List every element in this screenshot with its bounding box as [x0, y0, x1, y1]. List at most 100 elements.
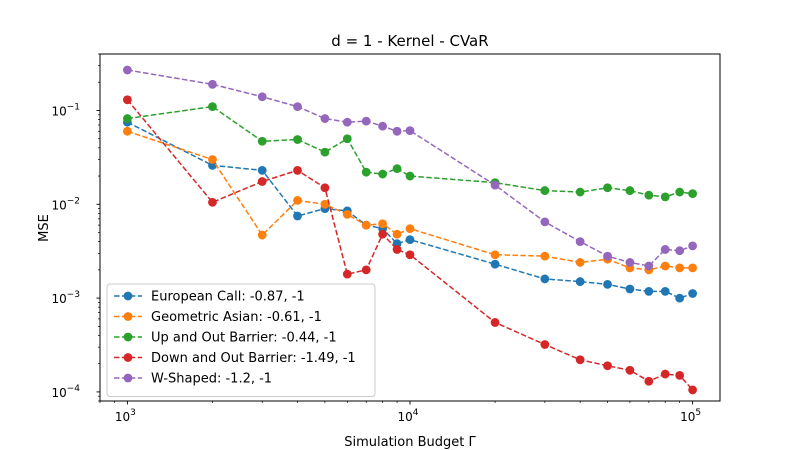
data-point	[490, 318, 500, 327]
legend-label: Geometric Asian: -0.61, -1	[151, 310, 322, 325]
y-tick-label: 10−3	[51, 290, 80, 306]
data-point	[660, 245, 670, 254]
data-point	[257, 165, 267, 175]
plot-area	[122, 65, 698, 395]
y-tick-label: 10−2	[51, 196, 80, 212]
data-point	[644, 261, 654, 271]
legend-entry: Down and Out Barrier: -1.49, -1	[114, 351, 356, 366]
data-point	[625, 186, 635, 195]
x-axis-label: Simulation Budget Γ	[344, 435, 476, 450]
data-point	[490, 250, 500, 260]
data-point	[320, 147, 330, 157]
axis-ticks: 103 104 105 10−4 10−3 10−2 10−1	[51, 53, 701, 424]
data-point	[320, 199, 330, 209]
data-point	[378, 229, 388, 239]
data-point	[688, 289, 698, 298]
series-5	[122, 65, 698, 271]
data-point	[540, 274, 550, 284]
data-point	[392, 126, 402, 136]
data-point	[342, 134, 352, 144]
legend-label: W-Shaped: -1.2, -1	[151, 372, 272, 387]
data-point	[540, 186, 550, 195]
legend-marker	[123, 332, 133, 342]
data-point	[293, 135, 302, 144]
data-point	[405, 224, 415, 234]
data-point	[660, 261, 670, 271]
data-point	[603, 183, 612, 193]
legend-marker	[123, 291, 133, 301]
legend-label: Down and Out Barrier: -1.49, -1	[151, 351, 356, 366]
data-point	[540, 251, 550, 261]
data-point	[675, 293, 685, 303]
data-point	[122, 126, 132, 136]
x-tick-label: 105	[680, 408, 701, 424]
data-point	[644, 376, 654, 386]
data-point	[603, 251, 612, 261]
data-point	[688, 189, 698, 199]
data-point	[575, 258, 585, 267]
data-point	[361, 167, 371, 177]
data-point	[257, 177, 267, 186]
data-point	[644, 190, 654, 200]
legend-marker	[123, 373, 133, 383]
data-point	[688, 385, 698, 395]
data-point	[208, 197, 217, 207]
data-point	[575, 355, 585, 365]
data-point	[320, 114, 330, 123]
data-point	[540, 340, 550, 349]
data-point	[208, 102, 217, 111]
data-point	[257, 136, 267, 146]
data-point	[660, 286, 670, 296]
legend-entry: Geometric Asian: -0.61, -1	[114, 310, 322, 325]
data-point	[293, 102, 302, 111]
data-point	[392, 245, 402, 254]
data-point	[257, 230, 267, 240]
data-point	[625, 284, 635, 294]
data-point	[675, 246, 685, 256]
data-point	[675, 263, 685, 273]
data-point	[688, 241, 698, 251]
data-point	[625, 365, 635, 375]
x-tick-label: 103	[115, 408, 136, 424]
data-point	[575, 277, 585, 286]
data-point	[405, 171, 415, 181]
legend-entry: W-Shaped: -1.2, -1	[114, 372, 272, 387]
data-point	[575, 237, 585, 247]
data-point	[293, 211, 302, 221]
series-3	[122, 102, 698, 202]
y-tick-label: 10−1	[51, 102, 80, 118]
legend: European Call: -0.87, -1 Geometric Asian:…	[106, 283, 376, 397]
data-point	[122, 114, 132, 123]
data-point	[490, 259, 500, 269]
legend-marker	[123, 312, 133, 321]
data-point	[575, 187, 585, 197]
data-point	[342, 210, 352, 219]
series-4	[122, 95, 698, 395]
legend-entry: European Call: -0.87, -1	[114, 290, 305, 305]
data-point	[208, 79, 217, 89]
data-point	[208, 155, 217, 164]
x-tick-label: 104	[397, 408, 418, 424]
data-point	[660, 369, 670, 379]
data-point	[688, 263, 698, 273]
data-point	[378, 169, 388, 179]
data-point	[675, 187, 685, 197]
data-point	[361, 220, 371, 230]
y-tick-label: 10−4	[51, 384, 80, 400]
data-point	[361, 116, 371, 126]
data-point	[405, 250, 415, 260]
y-axis-label: MSE	[37, 214, 52, 242]
data-point	[293, 165, 302, 175]
data-point	[490, 180, 500, 190]
data-point	[603, 361, 612, 371]
legend-marker	[123, 353, 133, 362]
data-point	[625, 258, 635, 267]
data-point	[675, 370, 685, 380]
legend-label: European Call: -0.87, -1	[151, 290, 305, 305]
data-point	[320, 183, 330, 193]
data-point	[603, 279, 612, 289]
data-point	[378, 219, 388, 229]
data-point	[293, 196, 302, 205]
data-point	[644, 286, 654, 296]
